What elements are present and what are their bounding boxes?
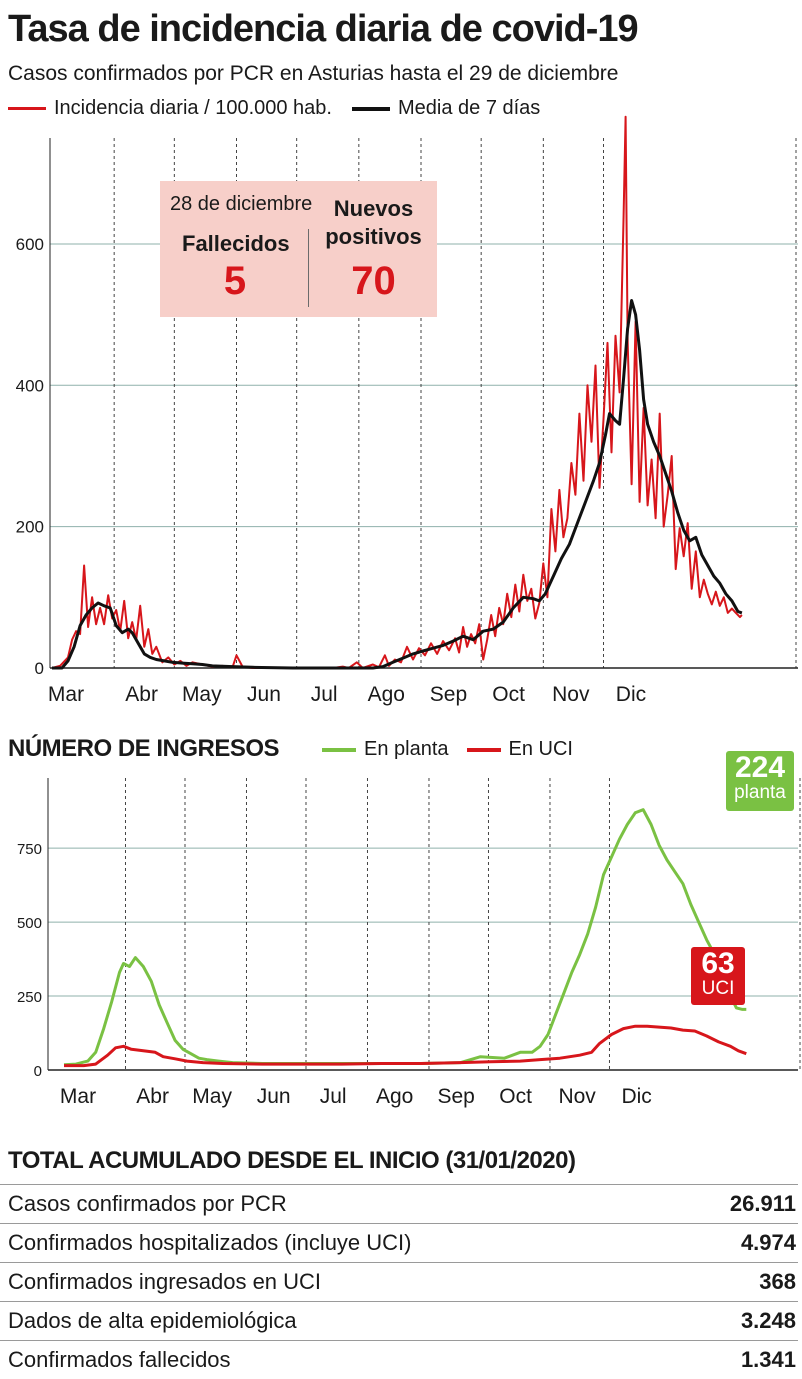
totals-title: TOTAL ACUMULADO DESDE EL INICIO (31/01/2… — [8, 1147, 576, 1174]
new-positives-label-line1: Nuevos — [333, 196, 414, 221]
x-tick-label: Mar — [48, 683, 84, 706]
x-tick-label: Abr — [125, 683, 158, 706]
totals-row-label: Casos confirmados por PCR — [8, 1191, 287, 1216]
x-tick-label: Dic — [621, 1085, 651, 1108]
y-tick-label: 750 — [17, 841, 42, 858]
x-tick-label: Ago — [368, 683, 405, 706]
new-positives-label-line2: positivos — [325, 224, 422, 249]
legend-label-daily: Incidencia diaria / 100.000 hab. — [54, 97, 332, 119]
deaths-value: 5 — [223, 259, 247, 303]
totals-row-label: Confirmados hospitalizados (incluye UCI) — [8, 1230, 412, 1255]
totals-row-label: Confirmados fallecidos — [8, 1347, 231, 1372]
x-tick-label: Oct — [492, 683, 525, 706]
series-line-2 — [64, 1024, 747, 1068]
legend-item-uci: En UCI — [466, 738, 573, 761]
totals-row-label: Confirmados ingresados en UCI — [8, 1269, 322, 1294]
y-tick-label: 500 — [17, 915, 42, 932]
totals-row: Dados de alta epidemiológica 3.248 — [0, 1301, 798, 1340]
totals-row-value: 368 — [759, 1269, 796, 1294]
incidence-chart: 0 200 400 600 Mar Abr May Jun Jul Ago Sep Oct Nov Dic — [16, 115, 798, 706]
legend-label-uci: En UCI — [508, 738, 573, 760]
y-tick-label: 200 — [16, 518, 44, 537]
series-line-2 — [52, 299, 743, 670]
x-tick-label: Jun — [247, 683, 281, 706]
x-tick-label: Dic — [616, 683, 646, 706]
x-tick-label: Sep — [437, 1085, 474, 1108]
totals-row: Confirmados fallecidos 1.341 — [0, 1340, 798, 1379]
chart-title: Tasa de incidencia diaria de covid-19 — [8, 8, 639, 50]
admissions-legend: En planta En UCI — [322, 738, 591, 761]
legend-swatch-uci — [466, 747, 501, 752]
summary-date: 28 de diciembre — [170, 193, 313, 215]
totals-row: Casos confirmados por PCR 26.911 — [0, 1184, 798, 1223]
totals-row: Confirmados hospitalizados (incluye UCI)… — [0, 1223, 798, 1262]
uci-badge-label: UCI — [701, 978, 735, 999]
totals-table: Casos confirmados por PCR 26.911 Confirmad… — [0, 1184, 798, 1379]
legend-swatch-red — [8, 107, 46, 110]
totals-row: Confirmados ingresados en UCI 368 — [0, 1262, 798, 1301]
totals-row-label: Dados de alta epidemiológica — [8, 1308, 297, 1333]
totals-row-value: 3.248 — [740, 1308, 796, 1333]
x-tick-label: May — [182, 683, 222, 706]
summary-box: 28 de diciembre Fallecidos 5 Nuevos posi… — [160, 181, 437, 317]
planta-badge-label: planta — [734, 782, 786, 803]
deaths-label: Fallecidos — [182, 231, 290, 256]
totals-row-value: 26.911 — [729, 1191, 796, 1216]
x-tick-label: Jul — [311, 683, 338, 706]
x-tick-label: Sep — [430, 683, 467, 706]
admissions-chart: 0 250 500 750 Mar Abr May Jun Jul Ago Sep Oct Nov Dic — [17, 778, 801, 1108]
x-tick-label: Nov — [558, 1085, 596, 1108]
x-tick-label: Nov — [552, 683, 590, 706]
x-tick-label: Mar — [60, 1085, 96, 1108]
x-tick-label: Abr — [136, 1085, 169, 1108]
y-tick-label: 600 — [16, 235, 44, 254]
new-positives-label: Nuevos positivos — [310, 195, 437, 251]
legend-swatch-black — [351, 106, 390, 111]
legend-label-planta: En planta — [364, 738, 449, 760]
x-tick-label: Oct — [499, 1085, 532, 1108]
y-tick-label: 0 — [34, 1063, 42, 1080]
incidence-legend: Incidencia diaria / 100.000 hab. Media d… — [8, 97, 560, 120]
planta-badge-value: 224 — [734, 751, 786, 784]
legend-item-mean: Media de 7 días — [351, 97, 541, 120]
summary-divider — [308, 229, 309, 307]
x-tick-label: May — [192, 1085, 232, 1108]
uci-badge: 63 UCI — [691, 947, 745, 1005]
legend-item-daily: Incidencia diaria / 100.000 hab. — [8, 97, 332, 120]
admissions-title: NÚMERO DE INGRESOS — [8, 735, 280, 762]
totals-row-value: 4.974 — [740, 1230, 796, 1255]
y-tick-label: 400 — [16, 376, 44, 395]
legend-label-mean: Media de 7 días — [397, 97, 541, 119]
legend-swatch-green — [322, 747, 356, 752]
y-tick-label: 0 — [35, 659, 44, 678]
uci-badge-value: 63 — [701, 947, 735, 980]
x-tick-label: Jun — [257, 1085, 291, 1108]
series-line-1 — [51, 115, 743, 669]
x-tick-label: Jul — [320, 1085, 347, 1108]
legend-item-planta: En planta — [322, 738, 449, 761]
chart-subtitle: Casos confirmados por PCR en Asturias ha… — [8, 62, 619, 85]
planta-badge: 224 planta — [726, 751, 794, 811]
new-positives-value: 70 — [351, 259, 396, 303]
y-tick-label: 250 — [17, 989, 42, 1006]
x-tick-label: Ago — [376, 1085, 413, 1108]
totals-row-value: 1.341 — [740, 1347, 796, 1372]
series-line-1 — [63, 808, 747, 1067]
